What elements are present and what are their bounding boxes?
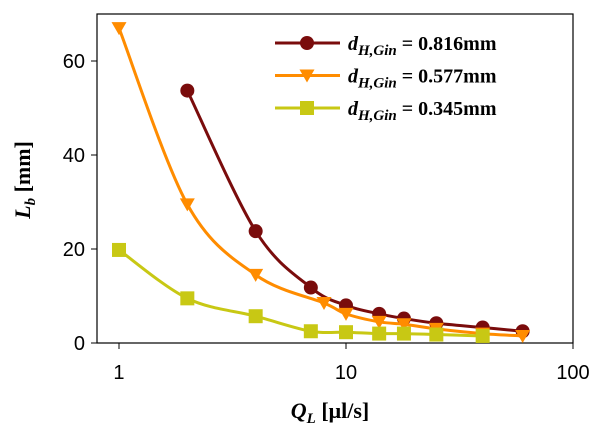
y-tick-label: 60	[63, 51, 85, 73]
legend-text-part: H,Gin	[357, 76, 397, 92]
marker	[316, 297, 332, 311]
legend-text-part: d	[348, 66, 359, 88]
marker	[111, 22, 127, 36]
marker	[429, 327, 444, 342]
x-tick-label: 100	[556, 362, 589, 384]
marker	[299, 69, 315, 83]
y-tick-label: 20	[63, 239, 85, 261]
marker	[371, 315, 387, 329]
marker	[372, 326, 387, 341]
x-tick-label: 10	[335, 362, 357, 384]
x-label-main: Q	[291, 398, 307, 423]
marker	[338, 307, 354, 321]
x-label-unit: [μl/s]	[316, 398, 369, 423]
marker	[303, 324, 318, 339]
legend-text-part: = 0.816mm	[397, 33, 497, 55]
y-tick-label: 0	[74, 333, 85, 355]
legend-text-part: H,Gin	[357, 108, 397, 124]
y-tick-label: 40	[63, 145, 85, 167]
plot-frame	[96, 13, 574, 344]
legend-label: dH,Gin = 0.816mm	[348, 33, 497, 59]
x-axis-label: QL [μl/s]	[291, 398, 369, 427]
y-label-main: L	[10, 205, 35, 219]
marker	[248, 309, 263, 324]
y-label-unit: [mm]	[10, 141, 35, 198]
legend-text-part: H,Gin	[357, 43, 397, 59]
legend-text-part: d	[348, 33, 359, 55]
marker	[248, 224, 263, 239]
y-axis-label: Lb [mm]	[10, 141, 39, 220]
marker	[180, 291, 195, 306]
legend-label: dH,Gin = 0.345mm	[348, 98, 497, 124]
marker	[300, 101, 314, 115]
marker	[248, 268, 264, 282]
marker	[180, 83, 195, 98]
legend-text-part: d	[348, 98, 359, 120]
x-label-sub: L	[306, 411, 316, 427]
marker	[515, 329, 531, 343]
y-label-sub: b	[23, 197, 39, 205]
marker	[111, 242, 126, 257]
marker	[179, 198, 195, 212]
series-line	[185, 89, 523, 333]
marker	[396, 318, 412, 332]
legend-text-part: = 0.345mm	[397, 98, 497, 120]
marker	[300, 36, 314, 50]
marker	[303, 280, 318, 295]
marker	[338, 325, 353, 340]
marker	[475, 328, 490, 343]
legend-text-part: = 0.577mm	[397, 66, 497, 88]
marker	[396, 326, 411, 341]
x-tick-label: 1	[113, 362, 124, 384]
legend-label: dH,Gin = 0.577mm	[348, 66, 497, 92]
